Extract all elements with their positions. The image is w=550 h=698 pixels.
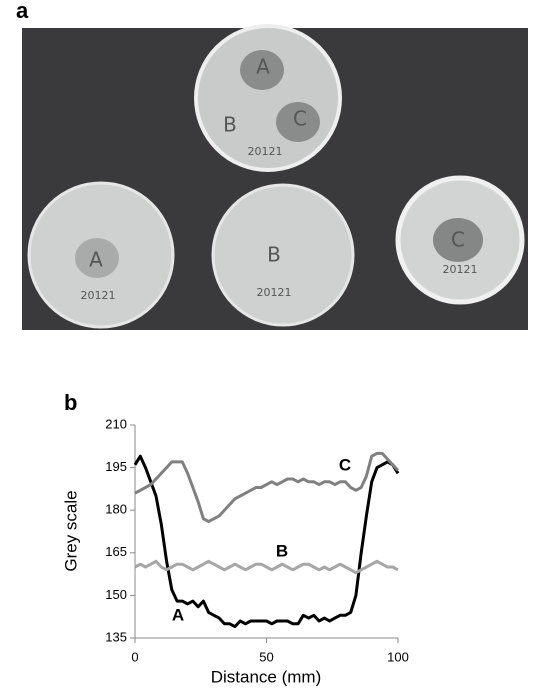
- y-tick-label: 150: [105, 587, 127, 602]
- series-label: A: [172, 605, 184, 624]
- zone: [240, 50, 284, 90]
- plates: A B C 20121 A 20121 B 20121 C 20121: [27, 24, 525, 329]
- plate-text: A: [256, 55, 270, 79]
- plate-text: B: [223, 113, 237, 137]
- plate-text: C: [293, 107, 307, 131]
- series-line: [134, 559, 399, 575]
- zone: [75, 238, 119, 278]
- series-label: C: [339, 455, 351, 474]
- plate: [211, 183, 355, 327]
- series-line: [133, 454, 400, 629]
- plate-text: C: [451, 228, 465, 252]
- zone: [433, 218, 483, 262]
- series-line: [134, 451, 400, 524]
- y-axis-label: Grey scale: [61, 490, 80, 571]
- plate-text: B: [267, 243, 281, 267]
- y-tick-label: 165: [105, 544, 127, 559]
- plate-text: 20121: [248, 145, 283, 158]
- plate-text: A: [89, 248, 103, 272]
- plate-text: 20121: [81, 289, 116, 302]
- series-label: B: [276, 541, 288, 560]
- x-tick-label: 100: [387, 649, 409, 664]
- zone: [276, 102, 320, 142]
- y-tick-label: 180: [105, 502, 127, 517]
- plate-text: 20121: [443, 263, 478, 276]
- panel-label: b: [64, 390, 77, 415]
- panel-label: a: [16, 0, 29, 23]
- x-tick-label: 0: [131, 649, 138, 664]
- y-tick-label: 195: [105, 459, 127, 474]
- plate-text: 20121: [257, 286, 292, 299]
- y-tick-label: 135: [105, 629, 127, 644]
- y-tick-label: 210: [105, 416, 127, 431]
- x-axis-label: Distance (mm): [211, 667, 322, 686]
- x-tick-label: 50: [259, 649, 273, 664]
